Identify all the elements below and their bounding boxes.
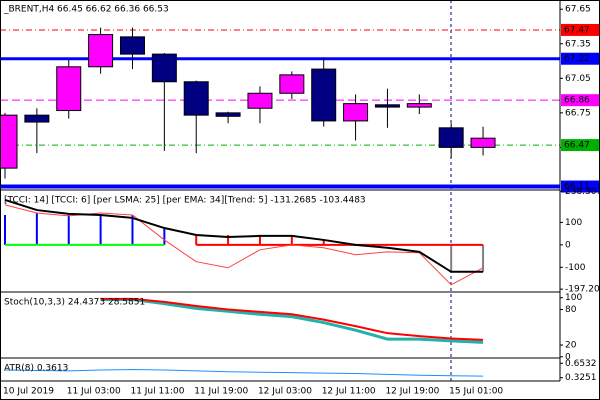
candle-body xyxy=(438,127,464,148)
y-tick-label: 0 xyxy=(565,240,571,250)
y-tick-label: 66.75 xyxy=(565,108,591,118)
y-tick-label: -100 xyxy=(565,263,586,273)
candle-body xyxy=(343,103,369,122)
panel-title: ATR(8) 0.3613 xyxy=(4,364,68,374)
indicator-line xyxy=(100,297,484,341)
y-tick-label: 0 xyxy=(565,352,571,362)
y-tick-label: -197.209 xyxy=(565,285,600,295)
level-label-box xyxy=(561,94,599,107)
histogram-bar xyxy=(4,215,6,245)
y-tick-label: 100 xyxy=(565,218,582,228)
candle-body xyxy=(279,74,305,94)
histogram-bar xyxy=(163,228,166,245)
panel-title: [TCCI: 14] [TCCI: 6] [per LSMA: 25] [per… xyxy=(4,196,366,206)
histogram-bar xyxy=(482,244,485,272)
y-tick-label: 67.35 xyxy=(565,39,591,49)
level-label: 67.22 xyxy=(564,54,590,64)
level-label-box xyxy=(561,180,599,193)
y-tick-label: 0.3251 xyxy=(565,373,597,383)
x-tick-label: 12 Jul 19:00 xyxy=(385,387,439,397)
panel-title: _BRENT,H4 66.45 66.62 66.36 66.53 xyxy=(3,5,169,15)
histogram-bar xyxy=(67,215,70,245)
level-label: 66.86 xyxy=(564,96,590,106)
candle-body xyxy=(470,137,496,148)
histogram-bar xyxy=(227,234,230,245)
level-label: 66.11 xyxy=(564,182,590,192)
candle-body xyxy=(406,103,432,108)
x-tick-label: 11 Jul 19:00 xyxy=(194,387,248,397)
indicator-line xyxy=(4,369,484,377)
x-tick-label: 11 Jul 11:00 xyxy=(130,387,184,397)
level-label: 66.47 xyxy=(564,141,590,151)
candle-body xyxy=(374,104,400,108)
candle-body xyxy=(151,53,177,83)
x-tick-label: 15 Jul 01:00 xyxy=(449,387,503,397)
candle-body xyxy=(311,68,337,122)
candle-body xyxy=(215,112,241,117)
histogram-bar xyxy=(99,215,102,245)
histogram-bar xyxy=(35,212,38,245)
y-tick-label: 238.3072 xyxy=(565,187,600,197)
y-tick-label: 20 xyxy=(565,341,577,351)
y-tick-label: 67.65 xyxy=(565,5,591,15)
y-tick-label: 80 xyxy=(565,305,577,315)
x-tick-label: 12 Jul 11:00 xyxy=(322,387,376,397)
histogram-bar xyxy=(322,239,325,245)
x-tick-label: 10 Jul 2019 xyxy=(3,387,54,397)
histogram-bar xyxy=(131,215,134,245)
histogram-bar xyxy=(450,244,453,272)
level-label: 67.47 xyxy=(564,25,590,35)
candle-body xyxy=(56,66,82,112)
level-label-box xyxy=(561,52,599,65)
candle-body xyxy=(247,92,273,109)
histogram-bar xyxy=(258,234,261,245)
candle-body xyxy=(24,114,50,123)
y-tick-label: 100 xyxy=(565,293,582,303)
x-tick-label: 11 Jul 03:00 xyxy=(67,387,121,397)
level-label-box xyxy=(561,139,599,152)
histogram-bar xyxy=(290,234,293,245)
panel-title: Stoch(10,3,3) 24.4373 28.5851 xyxy=(4,298,145,308)
histogram-bar xyxy=(195,234,198,245)
level-label-box xyxy=(561,23,599,36)
candle-body xyxy=(88,34,114,68)
candle-body xyxy=(119,36,145,55)
candle-body xyxy=(0,114,18,169)
indicator-line xyxy=(4,199,484,273)
indicator-line xyxy=(100,298,484,344)
x-tick-label: 12 Jul 03:00 xyxy=(258,387,312,397)
y-tick-label: 67.05 xyxy=(565,74,591,84)
candle-body xyxy=(183,81,209,116)
y-tick-label: 0.6532 xyxy=(565,359,597,369)
